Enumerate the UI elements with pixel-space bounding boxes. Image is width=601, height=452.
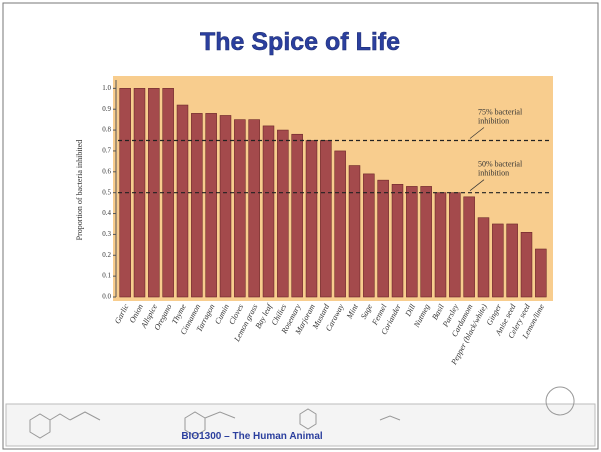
molecule-sketch [29, 386, 575, 439]
bar [277, 129, 289, 298]
y-tick-label: 0.1 [102, 272, 111, 280]
y-tick-label: 0.8 [102, 126, 111, 134]
y-tick-label: 0.4 [102, 209, 111, 217]
y-tick-label: 1.0 [102, 84, 111, 92]
reference-arrow [469, 179, 485, 191]
y-tick-label: 0.2 [102, 251, 111, 259]
bar [477, 217, 490, 298]
y-tick-label: 0.9 [102, 105, 111, 113]
footer: BIO1300 – The Human Animal [5, 386, 596, 447]
bar [191, 113, 203, 298]
bar [363, 173, 375, 298]
bar [205, 113, 217, 298]
reference-label: 75% bacterial [478, 108, 523, 117]
y-tick-label: 0.6 [102, 167, 111, 175]
bar [420, 186, 432, 298]
bar [535, 248, 547, 298]
slide-title: The Spice of Life [200, 28, 400, 56]
y-tick-label: 0.0 [102, 293, 111, 301]
y-tick-label: 0.3 [102, 230, 111, 238]
bar [248, 119, 260, 298]
bar [234, 119, 246, 298]
bar [262, 125, 275, 298]
bar [492, 223, 504, 298]
bar [406, 186, 418, 298]
bar [291, 133, 303, 298]
y-axis-label: Proportion of bacteria inhibited [75, 140, 84, 241]
reference-label: inhibition [478, 169, 509, 178]
bar [506, 223, 518, 298]
reference-arrow [469, 127, 485, 139]
bar [176, 104, 189, 298]
y-tick-label: 0.5 [102, 188, 111, 196]
y-tick-label: 0.7 [102, 147, 111, 155]
bar [377, 179, 389, 298]
bar [305, 140, 318, 298]
bar [391, 184, 404, 298]
bar [520, 232, 533, 298]
bar [434, 192, 447, 298]
reference-label: inhibition [478, 117, 509, 126]
reference-label: 50% bacterial [478, 160, 523, 169]
footer-band [5, 403, 596, 447]
bar [348, 165, 361, 298]
bar [463, 196, 475, 298]
bar [334, 150, 346, 298]
bar [449, 192, 461, 298]
bar [219, 115, 232, 298]
footer-text: BIO1300 – The Human Animal [181, 431, 323, 442]
bar [320, 140, 332, 298]
